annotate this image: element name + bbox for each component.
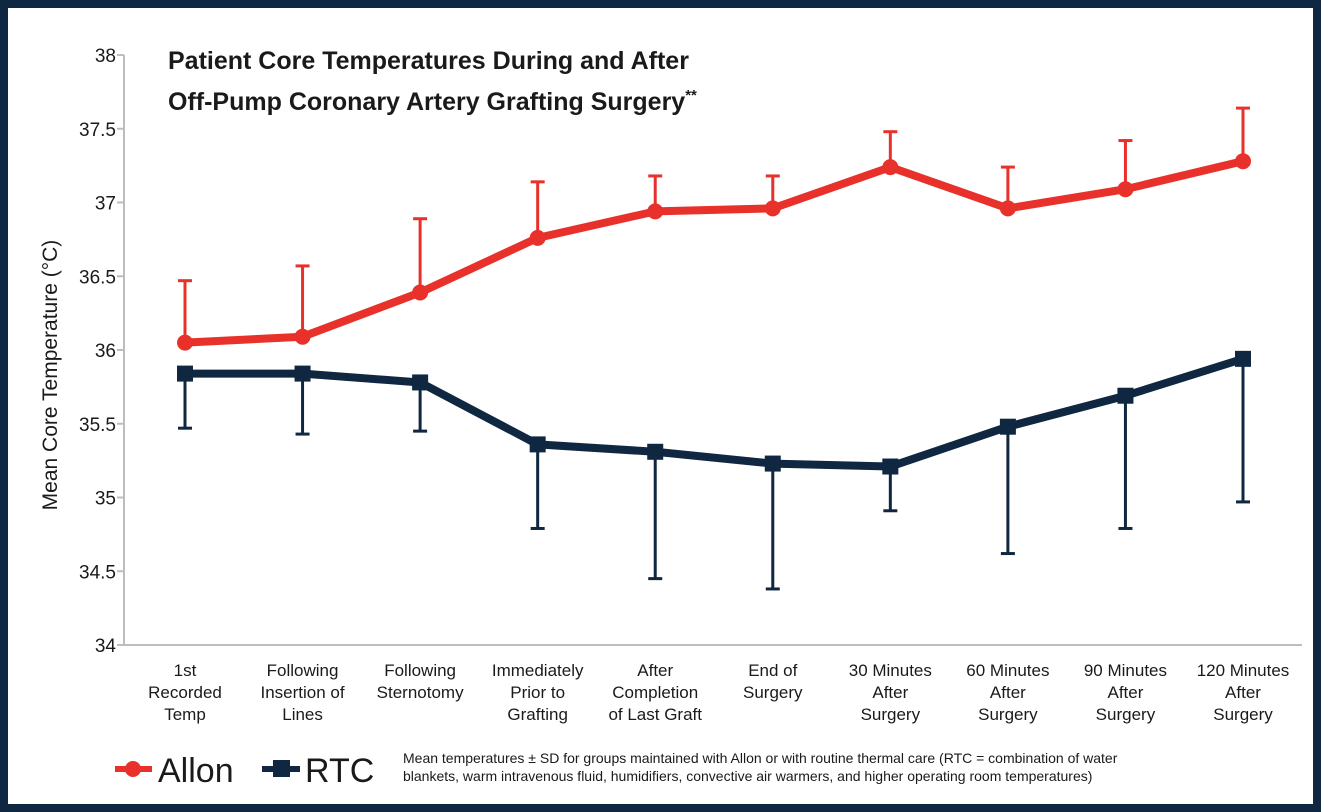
x-category-label: Surgery — [743, 683, 803, 702]
legend-allon-marker — [125, 761, 141, 777]
x-category-label: End of — [748, 661, 797, 680]
x-category-label: Immediately — [492, 661, 584, 680]
x-category-label: Grafting — [507, 705, 567, 724]
legend-rtc-label: RTC — [305, 752, 374, 790]
data-point — [764, 455, 781, 472]
y-tick-label: 34 — [95, 636, 117, 657]
y-tick-labels: 34 34.5 35 35.5 36 36.5 37 37.5 38 — [79, 46, 116, 657]
x-category-label: 1st — [174, 661, 197, 680]
data-point — [412, 284, 429, 301]
x-category-label: Following — [267, 661, 339, 680]
x-category-label: Temp — [164, 705, 206, 724]
data-point — [294, 328, 311, 345]
y-tick-label: 34.5 — [79, 562, 116, 583]
y-tick-label: 35 — [95, 489, 116, 510]
data-point — [882, 458, 899, 475]
x-category-labels: 1st Recorded Temp Following Insertion of Line… — [148, 661, 1289, 724]
x-category-label: After — [1225, 683, 1261, 702]
data-point — [412, 374, 429, 391]
data-point — [1117, 387, 1134, 404]
x-category-label: Sternotomy — [377, 683, 464, 702]
x-category-label: Surgery — [1213, 705, 1273, 724]
data-point — [882, 159, 899, 176]
y-tick-label: 37 — [95, 194, 116, 215]
chart-title-line-1: Patient Core Temperatures During and Aft… — [168, 47, 689, 75]
series-line — [181, 157, 1247, 347]
x-category-label: Recorded — [148, 683, 222, 702]
series-layer — [177, 106, 1251, 591]
x-category-label: Surgery — [1096, 705, 1156, 724]
x-category-label: After — [872, 683, 908, 702]
chart-title-line-2-text: Off-Pump Coronary Artery Grafting Surger… — [168, 88, 685, 116]
data-point — [999, 200, 1016, 217]
x-category-label: 120 Minutes — [1197, 661, 1290, 680]
data-point — [177, 334, 193, 351]
data-point — [1235, 153, 1251, 170]
x-category-label: Insertion of — [261, 683, 345, 702]
x-category-label: After — [1107, 683, 1143, 702]
series-allon — [177, 106, 1251, 351]
x-category-label: After — [637, 661, 673, 680]
legend: Allon RTC Mean temperatures ± SD for gro… — [115, 750, 1118, 790]
chart-title-line-2: Off-Pump Coronary Artery Grafting Surger… — [168, 87, 697, 116]
data-point — [999, 418, 1016, 435]
legend-note-line-2: blankets, warm intravenous fluid, humidi… — [403, 768, 1092, 784]
y-tick-label: 37.5 — [79, 120, 116, 141]
data-point — [1117, 181, 1134, 198]
y-tick-label: 38 — [95, 46, 116, 67]
legend-rtc-marker — [273, 760, 290, 777]
series-line — [181, 354, 1247, 471]
chart-title-footnote-mark: ** — [685, 87, 697, 104]
data-point — [647, 443, 664, 460]
x-category-label: Surgery — [978, 705, 1038, 724]
series-rtc — [177, 350, 1251, 591]
data-point — [294, 365, 311, 382]
x-category-label: Completion — [612, 683, 698, 702]
x-category-label: After — [990, 683, 1026, 702]
legend-note-line-1: Mean temperatures ± SD for groups mainta… — [403, 750, 1118, 766]
data-point — [1235, 350, 1251, 367]
legend-allon-label: Allon — [158, 752, 234, 790]
y-axis-label: Mean Core Temperature (°C) — [39, 240, 62, 511]
y-tick-label: 36.5 — [79, 267, 116, 288]
x-category-label: 90 Minutes — [1084, 661, 1167, 680]
data-point — [529, 229, 546, 246]
y-tick-label: 36 — [95, 341, 116, 362]
x-category-label: 30 Minutes — [849, 661, 932, 680]
data-point — [764, 200, 781, 217]
data-point — [177, 365, 193, 382]
x-category-label: Following — [384, 661, 456, 680]
data-point — [529, 436, 546, 453]
x-category-label: Surgery — [861, 705, 921, 724]
data-point — [647, 203, 664, 220]
x-category-label: of Last Graft — [608, 705, 702, 724]
axes — [117, 54, 1302, 646]
y-tick-label: 35.5 — [79, 415, 116, 436]
x-category-label: Lines — [282, 705, 323, 724]
x-category-label: 60 Minutes — [966, 661, 1049, 680]
x-category-label: Prior to — [510, 683, 565, 702]
